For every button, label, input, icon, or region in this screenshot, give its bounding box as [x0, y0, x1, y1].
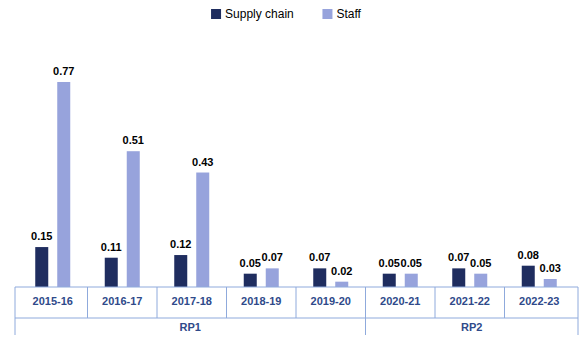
data-label: 0.02 [331, 265, 352, 277]
bar [127, 151, 140, 287]
data-label: 0.05 [401, 257, 422, 269]
bar [174, 255, 187, 287]
category-separator [296, 287, 297, 318]
legend: Supply chain Staff [211, 7, 362, 21]
bar [474, 274, 487, 287]
bar [313, 268, 326, 287]
legend-label: Supply chain [225, 7, 294, 21]
bar [452, 268, 465, 287]
category-separator [15, 287, 16, 335]
data-label: 0.43 [192, 156, 213, 168]
x-tick-label: 2016-17 [102, 295, 142, 307]
category-separator [157, 287, 158, 318]
bar [405, 274, 418, 287]
data-label: 0.05 [379, 257, 400, 269]
bar [544, 279, 557, 287]
group-divider [15, 318, 578, 319]
data-label: 0.05 [240, 257, 261, 269]
category-separator [226, 287, 227, 318]
bar [522, 266, 535, 287]
x-tick-label: 2017-18 [172, 295, 212, 307]
category-separator [87, 287, 88, 318]
data-label: 0.07 [448, 251, 469, 263]
bars [35, 82, 557, 287]
bar [105, 258, 118, 287]
bar [335, 282, 348, 287]
x-tick-label: 2019-20 [311, 295, 351, 307]
bar [383, 274, 396, 287]
data-labels: 0.150.110.120.050.070.050.070.080.770.51… [31, 65, 561, 277]
bar [196, 173, 209, 287]
category-separator [435, 287, 436, 318]
x-tick-label: 2021-22 [450, 295, 490, 307]
legend-label: Staff [336, 7, 361, 21]
bar [57, 82, 70, 287]
group-label: RP1 [180, 321, 201, 333]
legend-swatch [322, 9, 332, 19]
category-separator [365, 287, 366, 335]
x-tick-label: 2018-19 [241, 295, 281, 307]
data-label: 0.77 [53, 65, 74, 77]
group-label: RP2 [461, 321, 482, 333]
data-label: 0.07 [262, 251, 283, 263]
bar [266, 268, 279, 287]
data-label: 0.05 [470, 257, 491, 269]
data-label: 0.11 [101, 241, 122, 253]
data-label: 0.12 [170, 238, 191, 250]
chart: 0.150.110.120.050.070.050.070.080.770.51… [0, 0, 584, 339]
category-separator [578, 287, 579, 335]
x-tick-label: 2020-21 [380, 295, 420, 307]
data-label: 0.08 [518, 249, 539, 261]
data-label: 0.51 [123, 134, 144, 146]
data-label: 0.15 [31, 230, 52, 242]
bar [244, 274, 257, 287]
bar [35, 247, 48, 287]
legend-swatch [211, 9, 221, 19]
data-label: 0.03 [540, 262, 561, 274]
x-tick-label: 2022-23 [519, 295, 559, 307]
data-label: 0.07 [309, 251, 330, 263]
category-separator [504, 287, 505, 318]
x-tick-label: 2015-16 [33, 295, 73, 307]
